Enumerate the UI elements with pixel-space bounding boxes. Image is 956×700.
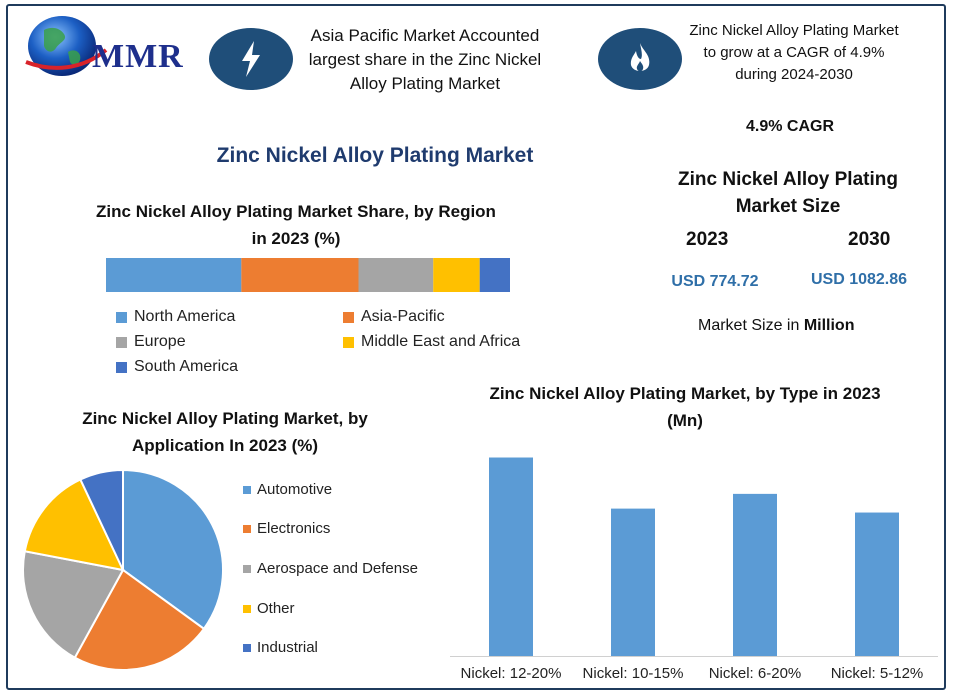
year-2023: 2023 [686,229,729,250]
pie-legend-industrial: Industrial [243,639,318,656]
legend-asia-pacific: Asia-Pacific [343,308,445,326]
x-tick-label: Nickel: 5-12% [831,665,924,682]
market-size-unit-prefix: Market Size in [698,317,804,334]
lightning-badge [209,28,293,90]
application-pie-chart [22,468,224,671]
lightning-bolt-icon [242,41,260,77]
region-bar-segment [433,258,480,292]
region-chart-title: Zinc Nickel Alloy Plating Market Share, … [96,202,496,248]
flame-icon [630,43,650,72]
type-bar-chart: Nickel: 12-20% Nickel: 10-15% Nickel: 6-20… [450,457,938,682]
market-value-2030: USD 1082.86 [810,271,908,288]
legend-label: Electronics [257,520,331,537]
legend-swatch [243,643,251,652]
pie-slice [73,568,206,671]
legend-label: Automotive [257,481,333,498]
pie-slice [23,478,125,572]
legend-swatch [116,311,127,323]
legend-europe: Europe [116,333,186,351]
legend-south-america: South America [116,358,238,376]
info-text-cagr: Zinc Nickel Alloy Plating Market to grow… [689,22,899,83]
region-bar-segment [358,258,434,292]
pie-slice [122,468,224,631]
legend-label: Aerospace and Defense [257,560,418,577]
legend-swatch [243,485,251,494]
legend-swatch [343,311,354,323]
x-tick-label: Nickel: 6-20% [709,665,802,682]
region-stacked-bar [106,258,510,292]
legend-swatch [116,336,127,348]
x-tick-label: Nickel: 10-15% [583,665,684,682]
legend-label: South America [134,358,239,375]
legend-swatch [243,564,251,573]
flame-badge [598,28,682,90]
market-size-unit-bold: Million [803,317,855,334]
legend-label: Other [257,600,295,617]
page-frame [6,4,946,690]
legend-label: Middle East and Africa [361,333,521,350]
legend-label: North America [134,308,236,325]
main-title: Zinc Nickel Alloy Plating Market [216,144,534,167]
pie-legend-other: Other [243,600,295,617]
legend-swatch [116,361,127,373]
market-value-2023: USD 774.72 [671,273,759,290]
pie-legend-aerospace: Aerospace and Defense [243,560,418,577]
pie-legend-electronics: Electronics [243,520,330,537]
market-size-title: Zinc Nickel Alloy Plating Market Size [678,169,898,217]
type-bar [855,512,899,656]
info-text-asia-pacific: Asia Pacific Market Accounted largest sh… [308,26,542,93]
region-bar-segment [479,258,510,292]
legend-label: Europe [134,333,186,350]
year-2030: 2030 [848,229,891,250]
legend-middle-east-africa: Middle East and Africa [343,333,520,351]
logo-text: MMR [92,38,184,75]
x-tick-label: Nickel: 12-20% [461,665,562,682]
application-chart-title: Zinc Nickel Alloy Plating Market, by App… [82,409,368,455]
legend-swatch [243,524,251,533]
globe-logo-icon [25,16,108,76]
type-bar [733,493,777,656]
type-chart-title: Zinc Nickel Alloy Plating Market, by Typ… [489,384,881,430]
pie-slice [22,550,125,659]
legend-label: Asia-Pacific [361,308,445,325]
region-bar-segment [241,258,359,292]
type-bar [489,457,533,656]
type-bar [611,508,655,656]
legend-label: Industrial [257,639,318,656]
legend-swatch [243,604,251,613]
cagr-label: 4.9% CAGR [745,118,835,135]
region-bar-segment [106,258,242,292]
market-size-unit: Market Size in Million [698,317,854,335]
pie-slice [79,468,124,571]
pie-legend-automotive: Automotive [243,481,332,498]
legend-north-america: North America [116,308,235,326]
legend-swatch [343,336,354,348]
